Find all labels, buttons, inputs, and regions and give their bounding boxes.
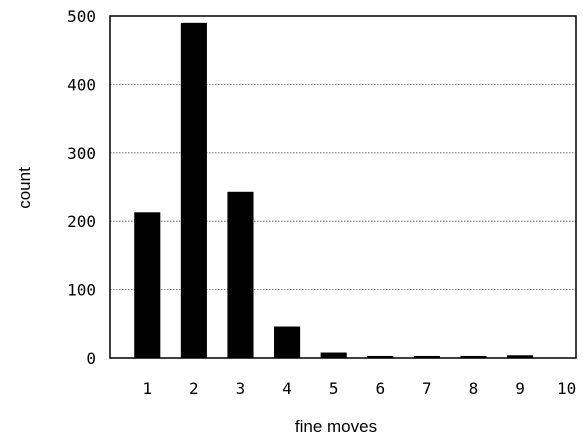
x-tick-label: 10 [557, 379, 576, 398]
y-axis-ticks: 0 100 200 300 400 500 [67, 7, 96, 368]
x-tick-label: 3 [236, 379, 246, 398]
y-tick-label: 200 [67, 212, 96, 231]
x-tick-label: 1 [142, 379, 152, 398]
x-tick-label: 6 [375, 379, 385, 398]
x-axis-ticks: 1 2 3 4 5 6 7 8 9 10 [142, 379, 576, 398]
bar-1 [134, 212, 161, 358]
y-tick-label: 300 [67, 144, 96, 163]
bars [134, 22, 534, 359]
bar-4 [274, 326, 301, 358]
y-axis-label: count [15, 167, 34, 209]
x-tick-label: 5 [329, 379, 339, 398]
x-tick-label: 7 [422, 379, 432, 398]
x-tick-label: 2 [189, 379, 199, 398]
gridlines [110, 84, 576, 291]
y-tick-label: 0 [86, 349, 96, 368]
bar-7 [413, 355, 440, 358]
x-axis-label: fine moves [295, 417, 377, 436]
plot-frame [109, 15, 577, 359]
bar-6 [367, 355, 394, 358]
x-tick-label: 4 [282, 379, 292, 398]
bar-9 [507, 355, 534, 358]
x-tick-label: 8 [469, 379, 479, 398]
y-tick-label: 500 [67, 7, 96, 26]
bar-5 [320, 352, 347, 358]
bar-2 [180, 22, 207, 359]
x-tick-label: 9 [515, 379, 525, 398]
y-tick-label: 100 [67, 281, 96, 300]
y-tick-label: 400 [67, 75, 96, 94]
bar-3 [227, 191, 254, 358]
bar-8 [460, 355, 487, 358]
